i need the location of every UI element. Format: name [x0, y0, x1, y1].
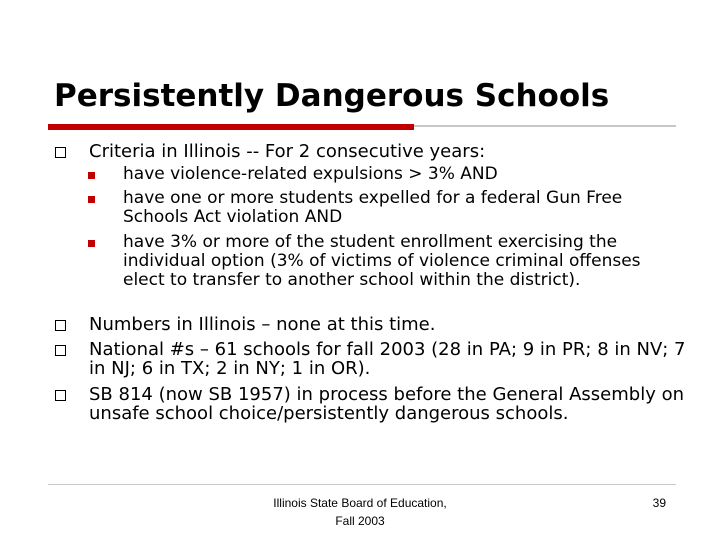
hollow-square-bullet-icon: [55, 320, 66, 331]
hollow-square-bullet-icon: [55, 345, 66, 356]
subbullet-item-gun-free: have one or more students expelled for a…: [123, 188, 623, 227]
bullet-item-senate-bill: SB 814 (now SB 1957) in process before t…: [89, 384, 685, 424]
footer-source-line1: Illinois State Board of Education,: [273, 496, 447, 510]
footer-divider: [48, 484, 676, 485]
hollow-square-bullet-icon: [55, 390, 66, 401]
red-square-bullet-icon: [88, 240, 95, 247]
red-square-bullet-icon: [88, 196, 95, 203]
bullet-item-criteria: Criteria in Illinois -- For 2 consecutiv…: [89, 141, 486, 162]
page-number: 39: [652, 496, 666, 510]
bullet-item-national-numbers: National #s – 61 schools for fall 2003 (…: [89, 339, 686, 379]
red-square-bullet-icon: [88, 172, 95, 179]
subbullet-item-enrollment: have 3% or more of the student enrollmen…: [123, 232, 641, 290]
bullet-item-illinois-numbers: Numbers in Illinois – none at this time.: [89, 314, 436, 335]
subbullet-item-expulsions: have violence-related expulsions > 3% AN…: [123, 164, 498, 184]
footer-source-line2: Fall 2003: [335, 514, 385, 528]
hollow-square-bullet-icon: [55, 147, 66, 158]
slide-title: Persistently Dangerous Schools: [54, 78, 610, 114]
footer-source: Illinois State Board of Education, Fall …: [234, 494, 486, 530]
title-accent-bar: [48, 124, 414, 130]
